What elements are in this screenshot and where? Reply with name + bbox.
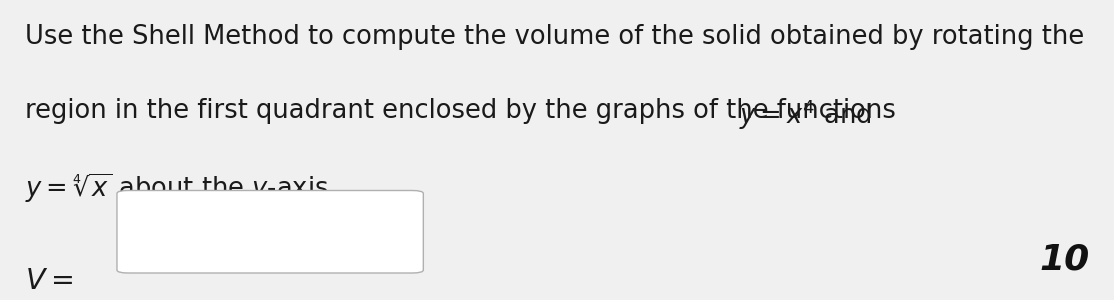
Text: Use the Shell Method to compute the volume of the solid obtained by rotating the: Use the Shell Method to compute the volu… <box>25 24 1084 50</box>
Text: $y = \sqrt[4]{x}$ about the $y$-axis.: $y = \sqrt[4]{x}$ about the $y$-axis. <box>25 171 334 205</box>
Text: 10: 10 <box>1039 242 1089 276</box>
Text: region in the first quadrant enclosed by the graphs of the functions: region in the first quadrant enclosed by… <box>25 98 903 124</box>
Text: $y = x^{4}$ and: $y = x^{4}$ and <box>739 98 871 132</box>
Text: $V =$: $V =$ <box>25 266 72 295</box>
FancyBboxPatch shape <box>117 190 423 273</box>
